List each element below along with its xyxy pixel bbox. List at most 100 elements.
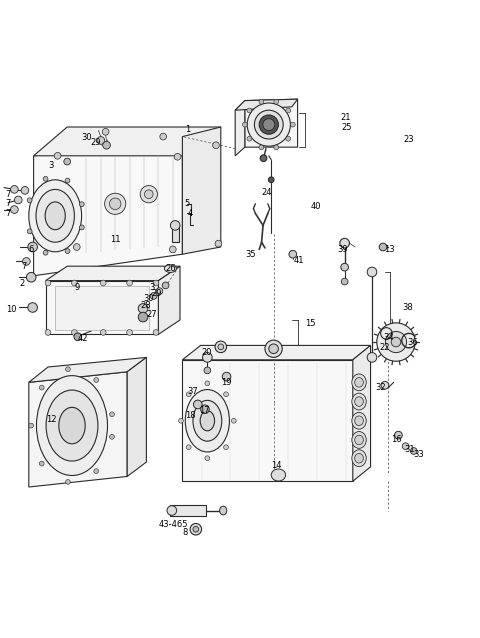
Polygon shape <box>34 137 182 276</box>
Text: 37: 37 <box>187 387 198 396</box>
Circle shape <box>215 341 227 353</box>
Circle shape <box>74 333 82 341</box>
Text: 8: 8 <box>182 528 188 537</box>
Circle shape <box>377 323 415 361</box>
Ellipse shape <box>185 390 229 452</box>
Circle shape <box>269 344 278 353</box>
Text: 28: 28 <box>141 301 151 310</box>
Polygon shape <box>353 345 371 481</box>
Text: 25: 25 <box>342 122 352 131</box>
Circle shape <box>247 108 252 113</box>
Circle shape <box>54 152 61 159</box>
Text: 19: 19 <box>221 378 231 387</box>
Circle shape <box>72 280 77 286</box>
Circle shape <box>367 267 377 277</box>
Polygon shape <box>182 345 371 360</box>
Polygon shape <box>46 266 180 281</box>
Ellipse shape <box>220 506 227 515</box>
Circle shape <box>45 330 51 336</box>
Circle shape <box>150 293 157 299</box>
Text: 3: 3 <box>149 283 154 292</box>
Text: 35: 35 <box>245 249 255 258</box>
Circle shape <box>153 330 159 336</box>
Polygon shape <box>29 357 146 382</box>
Circle shape <box>190 524 202 535</box>
Circle shape <box>27 229 32 234</box>
Circle shape <box>265 340 282 357</box>
Circle shape <box>79 202 84 207</box>
Circle shape <box>127 280 132 286</box>
Ellipse shape <box>36 189 74 242</box>
Ellipse shape <box>167 506 177 516</box>
Circle shape <box>260 155 267 161</box>
Ellipse shape <box>271 469 286 481</box>
Text: 4: 4 <box>187 209 192 218</box>
Ellipse shape <box>254 110 283 139</box>
Text: 3: 3 <box>48 161 53 170</box>
Text: 16: 16 <box>391 436 402 445</box>
Circle shape <box>215 241 222 247</box>
Circle shape <box>367 353 377 362</box>
Text: 27: 27 <box>146 309 157 319</box>
Circle shape <box>381 382 389 389</box>
Circle shape <box>268 177 274 182</box>
Circle shape <box>391 338 401 347</box>
Circle shape <box>259 145 264 150</box>
Text: 15: 15 <box>305 319 315 329</box>
Circle shape <box>43 250 48 255</box>
Text: 32: 32 <box>375 383 386 392</box>
Text: 7: 7 <box>22 262 27 271</box>
Text: 6: 6 <box>29 245 34 254</box>
Circle shape <box>14 196 22 204</box>
Text: 21: 21 <box>341 113 351 122</box>
Circle shape <box>45 280 51 286</box>
Text: 30: 30 <box>143 294 154 303</box>
Circle shape <box>39 461 44 466</box>
Circle shape <box>341 263 348 271</box>
Circle shape <box>203 353 212 362</box>
Circle shape <box>395 431 402 439</box>
Text: 30: 30 <box>82 133 92 142</box>
Text: 29: 29 <box>152 289 162 298</box>
Text: 29: 29 <box>90 138 101 147</box>
Circle shape <box>100 330 106 336</box>
Ellipse shape <box>352 450 366 466</box>
Circle shape <box>109 412 114 417</box>
Polygon shape <box>182 360 353 481</box>
Circle shape <box>109 198 121 209</box>
Circle shape <box>79 225 84 230</box>
Bar <box>172 225 179 242</box>
Text: 23: 23 <box>403 135 414 144</box>
Circle shape <box>39 385 44 390</box>
Ellipse shape <box>164 265 176 272</box>
Circle shape <box>242 122 247 127</box>
Circle shape <box>28 302 37 312</box>
Ellipse shape <box>355 397 363 406</box>
Circle shape <box>11 186 18 193</box>
Text: 26: 26 <box>166 264 176 273</box>
Circle shape <box>186 392 191 397</box>
Circle shape <box>179 419 183 423</box>
Circle shape <box>138 304 148 313</box>
Circle shape <box>289 250 297 258</box>
Ellipse shape <box>355 435 363 445</box>
Text: 20: 20 <box>202 348 212 357</box>
Text: 12: 12 <box>46 415 56 424</box>
Circle shape <box>213 142 219 149</box>
Text: 17: 17 <box>199 406 210 415</box>
Circle shape <box>102 128 109 135</box>
Text: 7: 7 <box>6 199 11 208</box>
Text: 14: 14 <box>271 461 282 470</box>
Circle shape <box>186 445 191 450</box>
Circle shape <box>105 193 126 214</box>
Circle shape <box>231 419 236 423</box>
Circle shape <box>162 282 169 289</box>
Circle shape <box>100 280 106 286</box>
Circle shape <box>97 137 105 144</box>
Text: 7: 7 <box>6 209 11 218</box>
Circle shape <box>379 243 387 251</box>
Ellipse shape <box>263 119 275 131</box>
Text: 10: 10 <box>6 305 16 314</box>
Ellipse shape <box>355 454 363 463</box>
Polygon shape <box>235 101 245 156</box>
